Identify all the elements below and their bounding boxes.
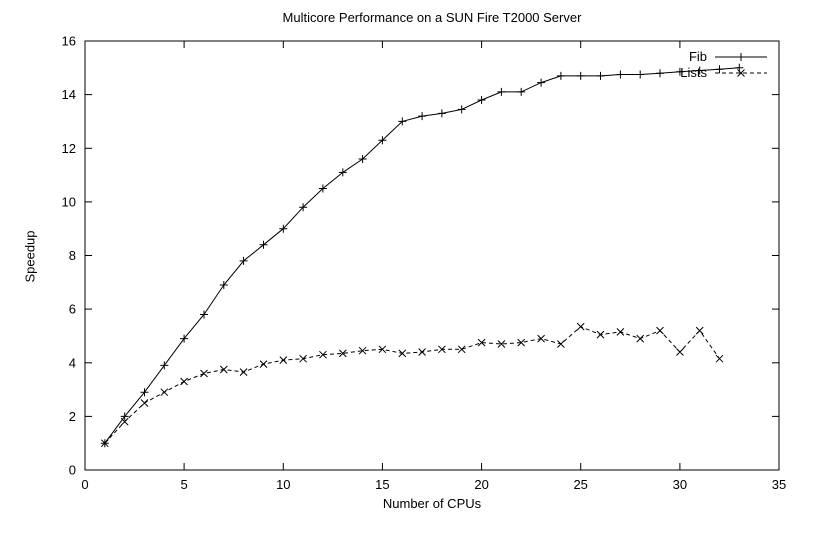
y-tick-label: 0 xyxy=(69,463,76,478)
y-tick-label: 12 xyxy=(62,141,76,156)
x-tick-label: 5 xyxy=(180,477,187,492)
y-axis-label: Speedup xyxy=(22,230,38,283)
series-lists-line xyxy=(104,326,720,444)
y-tick-label: 10 xyxy=(62,194,76,209)
series-lists-markers xyxy=(100,322,724,448)
y-tick-label: 8 xyxy=(69,248,76,263)
legend-label-lists: Lists xyxy=(680,65,707,80)
x-tick-label: 30 xyxy=(673,477,687,492)
x-tick-label: 25 xyxy=(573,477,587,492)
x-axis-label: Number of CPUs xyxy=(382,496,482,511)
legend-marker-fib xyxy=(737,53,745,61)
series-fib-markers xyxy=(100,63,744,448)
x-tick-label: 35 xyxy=(772,477,786,492)
legend-label-fib: Fib xyxy=(689,49,707,64)
y-tick-label: 4 xyxy=(69,355,76,370)
y-tick-label: 14 xyxy=(62,87,76,102)
plot-border xyxy=(84,40,780,471)
y-tick-label: 16 xyxy=(62,34,76,49)
y-tick-label: 2 xyxy=(69,409,76,424)
legend-marker-lists xyxy=(737,69,745,77)
x-tick-label: 15 xyxy=(375,477,389,492)
chart-title: Multicore Performance on a SUN Fire T200… xyxy=(282,10,582,25)
y-tick-label: 6 xyxy=(69,302,76,317)
series-fib-line xyxy=(104,67,740,444)
x-tick-label: 0 xyxy=(81,477,88,492)
x-tick-label: 20 xyxy=(474,477,488,492)
x-tick-label: 10 xyxy=(276,477,290,492)
